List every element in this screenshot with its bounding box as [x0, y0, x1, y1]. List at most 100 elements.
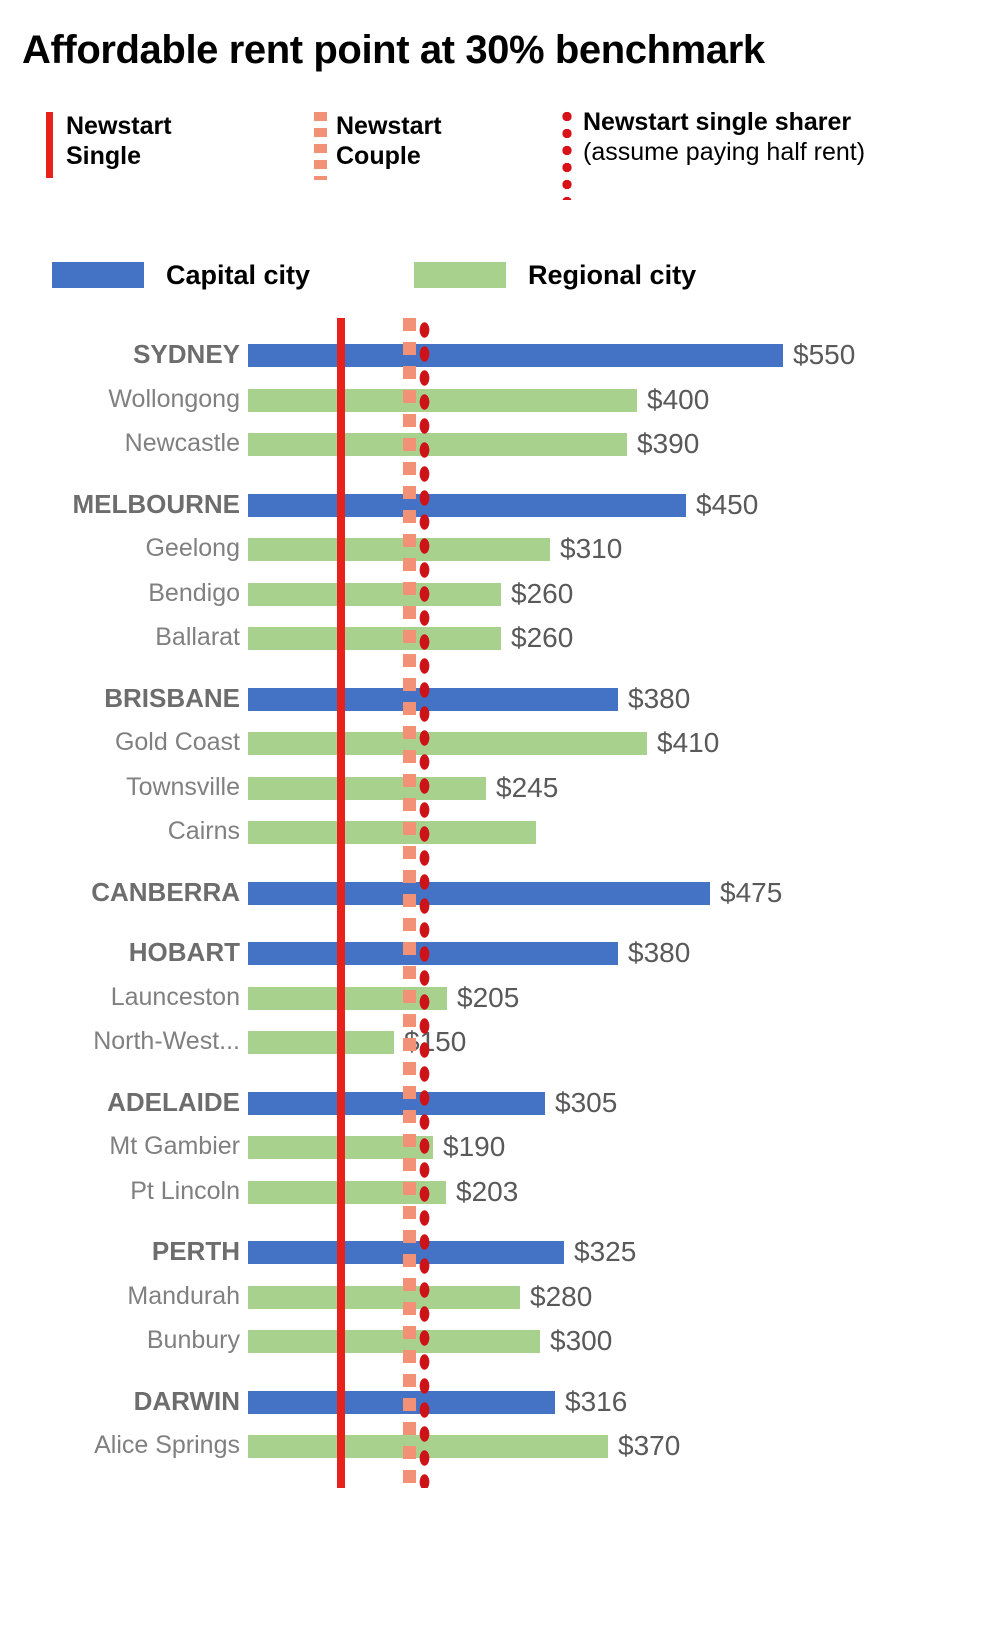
legend-sharer-label-bold: Newstart single sharer: [583, 108, 852, 136]
bar-regional: [248, 821, 536, 844]
bar-value-label: $370: [618, 1430, 681, 1461]
bar-regional: [248, 433, 627, 456]
legend-item-newstart-couple: Newstart Couple: [314, 112, 442, 180]
chart-row: Mandurah $280: [0, 1281, 1000, 1312]
bar-value-label: $245: [496, 771, 559, 803]
chart-row: ADELAIDE $305: [0, 1086, 1000, 1118]
row-label: Wollongong: [108, 384, 240, 413]
bar-value-label: $400: [647, 383, 710, 415]
bar-chart: SYDNEY $550 Wollongong $400 Newcastle $390 MEL…: [0, 318, 1000, 1618]
chart-row: Cairns: [0, 817, 1000, 845]
chart-row: MELBOURNE $450: [0, 488, 1000, 520]
capital-city-swatch: [52, 262, 144, 288]
legend-capital-city-label: Capital city: [166, 259, 311, 290]
bar-regional: [248, 732, 647, 755]
bar-value-label: $205: [457, 981, 520, 1013]
legend-item-capital-city: Capital city: [52, 260, 310, 291]
chart-row: Launceston $205: [0, 982, 1000, 1013]
chart-row: Newcastle $390: [0, 428, 1000, 459]
legend-regional-city-label: Regional city: [528, 259, 697, 290]
chart-row: BRISBANE $380: [0, 682, 1000, 714]
bar-regional: [248, 1180, 446, 1204]
bar-capital: [248, 344, 783, 367]
plot-area: SYDNEY $550 Wollongong $400 Newcastle $390 MEL…: [0, 318, 1000, 1618]
row-label: Gold Coast: [114, 728, 240, 756]
row-label: MELBOURNE: [72, 488, 240, 519]
newstart-single-sharer-line-icon: [561, 108, 573, 200]
row-label: Bendigo: [148, 578, 240, 607]
bar-value-label: $450: [696, 488, 759, 520]
bar-capital: [248, 687, 618, 711]
chart-row: DARWIN $316: [0, 1385, 1000, 1417]
bar-regional: [248, 1330, 540, 1353]
row-label: Pt Lincoln: [130, 1176, 240, 1205]
chart-row: Gold Coast $410: [0, 727, 1000, 758]
bar-capital: [248, 881, 710, 905]
row-label: SYDNEY: [133, 339, 240, 369]
legend-item-newstart-single: Newstart Single: [44, 112, 172, 178]
bar-value-label: $310: [560, 533, 623, 564]
bar-value-label: $475: [720, 876, 783, 908]
bar-value-label: $300: [550, 1325, 613, 1356]
newstart-single-line-icon: [44, 112, 56, 178]
bar-regional: [248, 388, 637, 412]
bar-regional: [248, 776, 486, 800]
bar-value-label: $260: [511, 577, 574, 609]
legend-sharer-label-normal: (assume paying half rent): [583, 137, 866, 166]
bar-value-label: $380: [628, 682, 691, 714]
chart-row: PERTH $325: [0, 1236, 1000, 1267]
row-label: North-West...: [93, 1027, 240, 1055]
row-label: Launceston: [110, 982, 240, 1011]
chart-row: HOBART $380: [0, 937, 1000, 968]
legend-categories: Capital city Regional city: [52, 258, 696, 292]
row-label: Alice Springs: [94, 1431, 240, 1459]
bar-regional: [248, 986, 447, 1010]
legend-newstart-single-label-1: Newstart: [66, 112, 172, 140]
legend-item-newstart-single-sharer: Newstart single sharer (assume paying ha…: [561, 108, 913, 200]
chart-row: Bunbury $300: [0, 1325, 1000, 1356]
chart-row: Townsville $245: [0, 772, 1000, 803]
legend-newstart-couple-label-2: Couple: [336, 141, 421, 170]
chart-row: Mt Gambier $190: [0, 1131, 1000, 1162]
newstart-couple-line-icon: [314, 112, 327, 180]
bar-capital: [248, 1091, 545, 1115]
legend-line-styles: Newstart Single Newstart Couple Newstart…: [44, 108, 964, 218]
bar-capital: [248, 942, 618, 965]
row-label: Mt Gambier: [109, 1132, 240, 1160]
bar-regional: [248, 1285, 520, 1309]
row-label: Bunbury: [146, 1326, 240, 1354]
bar-capital: [248, 1390, 555, 1414]
page-title: Affordable rent point at 30% benchmark: [22, 28, 765, 72]
bar-value-label: $550: [793, 339, 856, 370]
reference-line-newstart-single-sharer: [417, 318, 432, 1488]
bar-value-label: $305: [555, 1086, 618, 1118]
legend-newstart-single-label-2: Single: [66, 141, 142, 170]
row-label: Cairns: [167, 817, 240, 845]
bar-value-label: $203: [456, 1175, 519, 1207]
legend-item-regional-city: Regional city: [414, 260, 696, 291]
bar-capital: [248, 493, 686, 517]
chart-row: Ballarat $260: [0, 622, 1000, 653]
chart-row: SYDNEY $550: [0, 339, 1000, 370]
chart-row: CANBERRA $475: [0, 876, 1000, 908]
row-label: Newcastle: [124, 429, 240, 457]
legend-newstart-couple-label-1: Newstart: [336, 112, 442, 140]
chart-row: Geelong $310: [0, 533, 1000, 564]
row-label: CANBERRA: [91, 876, 240, 907]
row-label: Townsville: [126, 772, 240, 801]
regional-city-swatch: [414, 262, 507, 288]
row-label: HOBART: [128, 937, 240, 967]
bar-regional: [248, 538, 550, 561]
bar-value-label: $325: [574, 1236, 637, 1267]
row-label: ADELAIDE: [107, 1086, 240, 1117]
row-label: Ballarat: [155, 623, 240, 651]
chart-row: North-West... $150: [0, 1026, 1000, 1057]
chart-row: Bendigo $260: [0, 578, 1000, 609]
row-label: DARWIN: [133, 1385, 240, 1416]
bar-regional: [248, 1031, 394, 1054]
bar-value-label: $410: [657, 727, 720, 758]
bar-value-label: $380: [628, 937, 691, 968]
row-label: BRISBANE: [104, 682, 240, 713]
chart-row: Pt Lincoln $203: [0, 1176, 1000, 1207]
bar-value-label: $316: [565, 1385, 628, 1417]
